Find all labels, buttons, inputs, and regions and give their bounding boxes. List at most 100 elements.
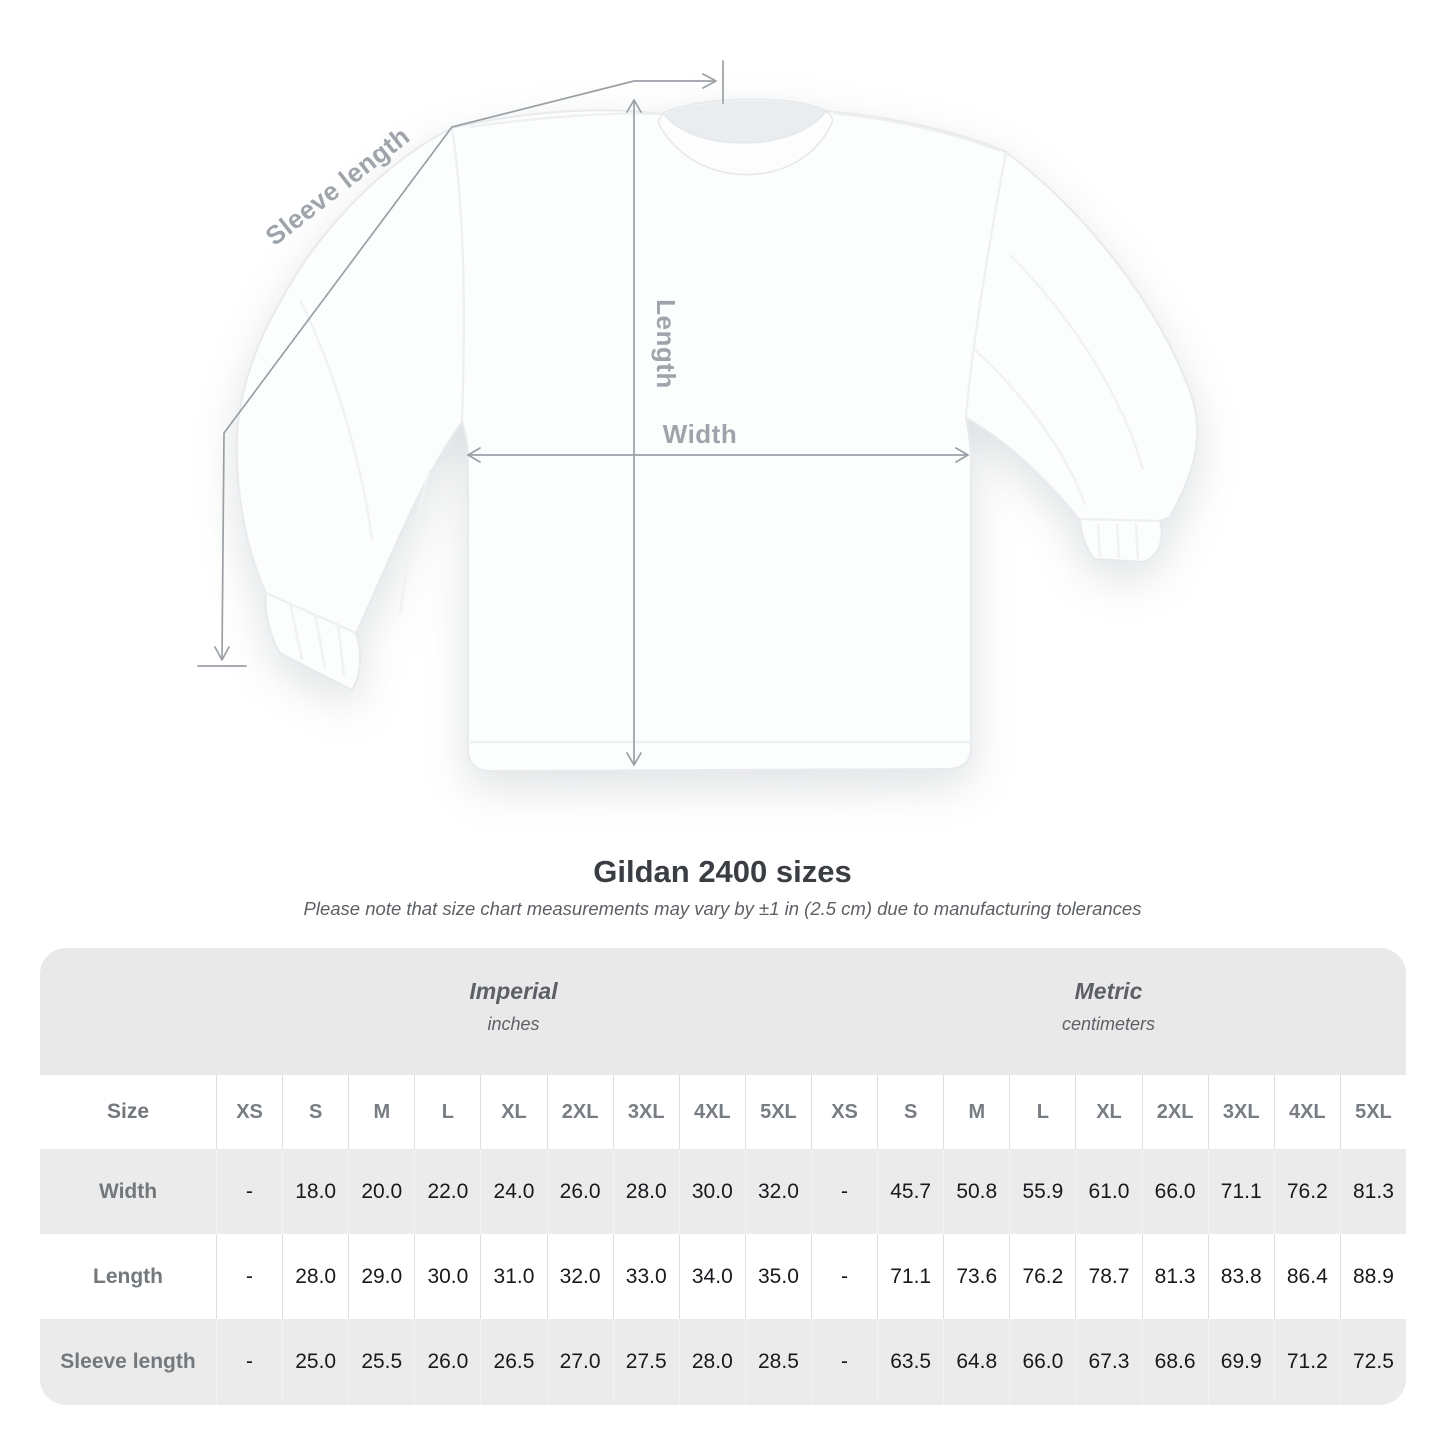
size-header-cell: XL [1075,1075,1141,1149]
width-arrow-left [467,447,481,463]
sleeve-value-cell: 28.5 [744,1319,811,1405]
units-header-row: Imperial inches Metric centimeters [40,948,1406,1075]
table-row-width: Width -18.0 20.0 22.0 24.0 26.0 28.0 30.0 32.0-… [40,1149,1406,1234]
sleeve-value-cell: 28.0 [678,1319,745,1405]
sleeve-value-cell: 71.2 [1273,1319,1340,1405]
length-value-cell: 86.4 [1273,1234,1340,1319]
size-header-cell: L [414,1075,480,1149]
width-arrow-right [955,447,969,463]
size-header-cell: XS [811,1075,877,1149]
length-value-cell: 71.1 [877,1234,943,1319]
size-header-cell: S [877,1075,943,1149]
shirt-illustration [235,98,1199,773]
size-header-cell: 2XL [546,1075,613,1149]
width-value-cell: 50.8 [943,1149,1009,1234]
width-value-cell: - [811,1149,877,1234]
width-value-cell: 30.0 [678,1149,745,1234]
size-header-cell: XS [216,1075,282,1149]
length-value-cell: 32.0 [546,1234,613,1319]
row-label-width: Width [98,1179,158,1203]
sleeve-value-cell: - [811,1319,877,1405]
width-value-cell: 61.0 [1075,1149,1141,1234]
length-value-cell: 30.0 [414,1234,480,1319]
length-value-cell: 83.8 [1207,1234,1274,1319]
shirt-measurement-diagram: Sleeve length Length Width [197,60,1199,773]
length-value-cell: 73.6 [943,1234,1009,1319]
length-value-cell: 29.0 [348,1234,414,1319]
length-value-cell: - [216,1234,282,1319]
length-value-cell: 78.7 [1075,1234,1141,1319]
length-value-cell: - [811,1234,877,1319]
width-value-cell: 55.9 [1009,1149,1075,1234]
sleeve-length-line [221,80,715,659]
table-row-length: Length -28.0 29.0 30.0 31.0 32.0 33.0 34.0 35.0… [40,1234,1406,1319]
table-row-sleeve-length: Sleeve length -25.0 25.5 26.0 26.5 27.0 27.5 2… [40,1319,1406,1405]
sleeve-value-cell: 69.9 [1207,1319,1274,1405]
length-value-cell: 81.3 [1141,1234,1208,1319]
length-value-cell: 34.0 [678,1234,745,1319]
sleeve-length-arrow-right [702,73,717,89]
length-arrow-down [626,752,642,766]
imperial-unit: inches [487,1014,540,1034]
length-value-cell: 35.0 [744,1234,811,1319]
size-header-cell: 3XL [1207,1075,1274,1149]
size-header-cell: 5XL [744,1075,811,1149]
size-header-cell: S [282,1075,348,1149]
shirt-seams [265,111,1161,744]
width-value-cell: 20.0 [348,1149,414,1234]
metric-label: Metric [1074,978,1143,1004]
width-value-cell: 76.2 [1273,1149,1340,1234]
sleeve-length-arrow-down [214,646,230,661]
size-header-cell: 4XL [678,1075,745,1149]
sleeve-value-cell: 63.5 [877,1319,943,1405]
row-label-sleeve-length: Sleeve length [60,1350,196,1373]
width-value-cell: - [216,1149,282,1234]
width-value-cell: 28.0 [612,1149,679,1234]
sleeve-value-cell: - [216,1319,282,1405]
length-value-cell: 88.9 [1339,1234,1406,1319]
width-value-cell: 81.3 [1339,1149,1406,1234]
size-header-row: Size XS S M L XL 2XL 3XL 4XL 5XL XS S M L XL 2XL 3XL 4XL… [40,1075,1406,1149]
length-value-cell: 33.0 [612,1234,679,1319]
sleeve-value-cell: 27.5 [612,1319,679,1405]
imperial-label: Imperial [469,978,558,1004]
width-value-cell: 26.0 [546,1149,613,1234]
sleeve-value-cell: 64.8 [943,1319,1009,1405]
shirt-folds [288,254,1145,677]
size-header-cell: M [943,1075,1009,1149]
width-value-cell: 45.7 [877,1149,943,1234]
neck-opening [664,100,826,143]
size-header-cell: M [348,1075,414,1149]
length-value-cell: 28.0 [282,1234,348,1319]
size-header-cell: XL [480,1075,546,1149]
length-value-cell: 76.2 [1009,1234,1075,1319]
metric-units-header: Metric centimeters [811,948,1406,1075]
sleeve-value-cell: 25.0 [282,1319,348,1405]
length-label: Length [651,299,681,389]
sleeve-value-cell: 66.0 [1009,1319,1075,1405]
shirt-silhouette [235,98,1199,773]
length-value-cell: 31.0 [480,1234,546,1319]
sleeve-value-cell: 26.5 [480,1319,546,1405]
size-header-cell: L [1009,1075,1075,1149]
sleeve-value-cell: 25.5 [348,1319,414,1405]
collar-band [657,109,834,176]
measurement-lines [197,60,969,766]
metric-unit: centimeters [1061,1014,1156,1034]
sleeve-value-cell: 26.0 [414,1319,480,1405]
page-title: Gildan 2400 sizes [593,854,852,889]
width-value-cell: 18.0 [282,1149,348,1234]
sleeve-value-cell: 68.6 [1141,1319,1208,1405]
width-value-cell: 24.0 [480,1149,546,1234]
size-header-cell: 5XL [1339,1075,1406,1149]
size-chart-table: Imperial inches Metric centimeters Size … [40,948,1406,1405]
width-value-cell: 22.0 [414,1149,480,1234]
width-value-cell: 32.0 [744,1149,811,1234]
sleeve-value-cell: 27.0 [546,1319,613,1405]
width-label: Width [663,419,737,449]
tolerance-note: Please note that size chart measurements… [303,898,1142,919]
size-header-cell: 2XL [1141,1075,1208,1149]
imperial-units-header: Imperial inches [216,948,811,1075]
row-label-length: Length [93,1264,163,1288]
